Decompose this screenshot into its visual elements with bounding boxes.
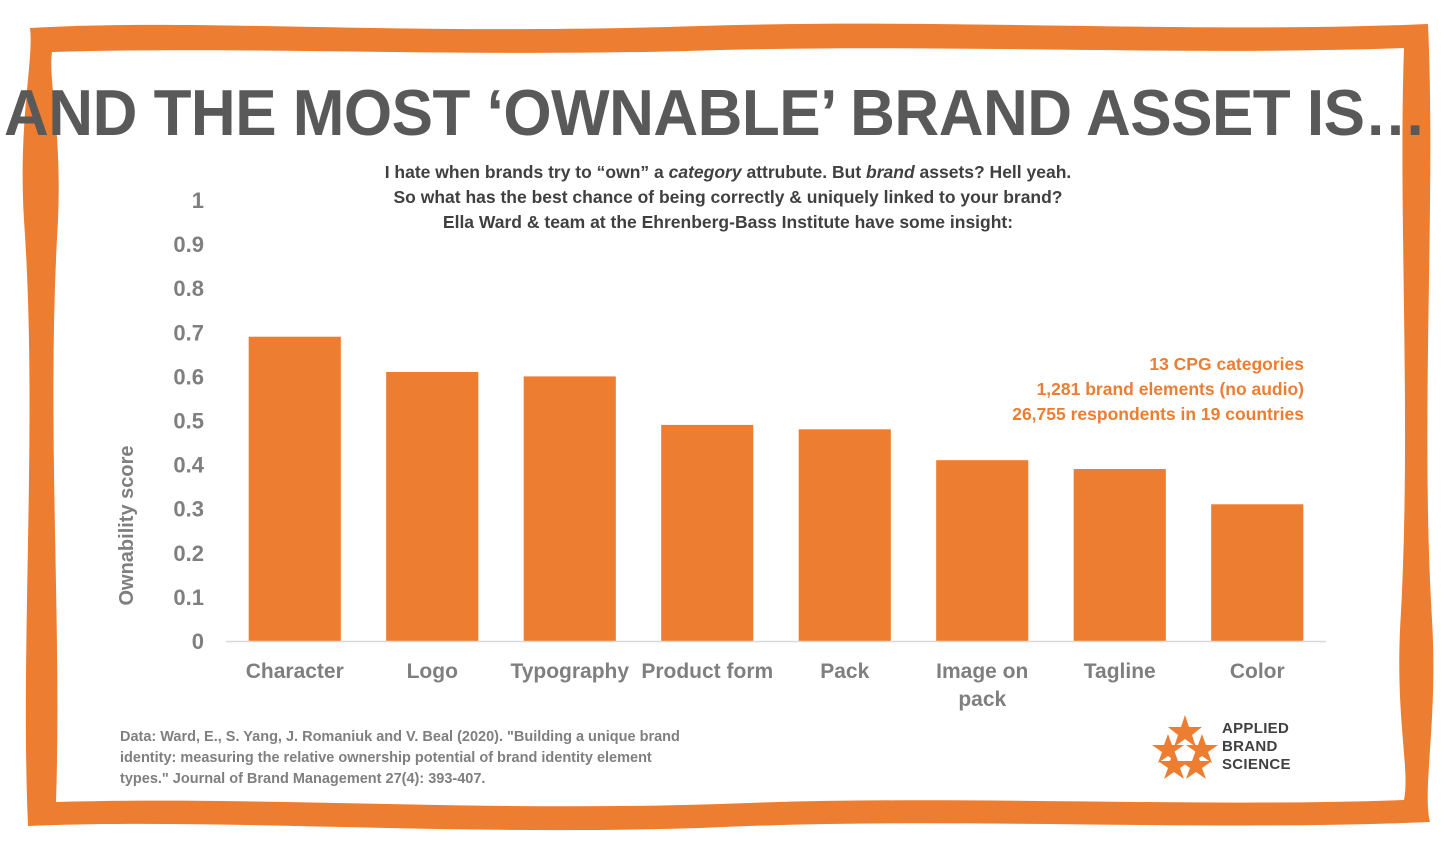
x-tick-label: Typography — [510, 660, 629, 683]
logo-text: APPLIED BRAND SCIENCE — [1222, 720, 1291, 774]
bar — [523, 376, 616, 641]
study-notes: 13 CPG categories 1,281 brand elements (… — [1012, 352, 1304, 427]
y-tick-label: 0.4 — [173, 453, 204, 478]
subtitle-line-3: Ella Ward & team at the Ehrenberg-Bass I… — [442, 212, 1014, 232]
y-tick-label: 0.7 — [173, 320, 204, 345]
stars-icon — [1152, 715, 1218, 779]
note-brand-elements: 1,281 brand elements (no audio) — [1036, 379, 1304, 399]
logo-line-1: APPLIED — [1222, 720, 1290, 737]
bar — [1211, 504, 1304, 641]
bar — [1073, 469, 1166, 641]
y-tick-label: 0.8 — [173, 276, 204, 301]
note-respondents: 26,755 respondents in 19 countries — [1012, 404, 1304, 424]
subtitle-line-1: I hate when brands try to “own” a catego… — [384, 162, 1072, 182]
y-axis-label: Ownability score — [116, 445, 138, 605]
x-tick-label: Logo — [407, 660, 458, 683]
bar — [936, 460, 1029, 641]
bar — [661, 424, 754, 641]
note-categories: 13 CPG categories — [1149, 354, 1304, 374]
applied-brand-science-logo: APPLIED BRAND SCIENCE — [1152, 712, 1312, 782]
x-tick-label: Pack — [820, 660, 869, 683]
x-tick-label: Color — [1230, 660, 1285, 683]
subtitle-line-2: So what has the best chance of being cor… — [393, 187, 1063, 207]
y-tick-label: 1 — [192, 188, 204, 213]
logo-line-2: BRAND — [1222, 738, 1278, 755]
bar — [798, 429, 891, 641]
bar — [386, 371, 479, 641]
y-tick-label: 0.1 — [173, 585, 204, 610]
subtitle: I hate when brands try to “own” a catego… — [0, 160, 1456, 235]
data-citation: Data: Ward, E., S. Yang, J. Romaniuk and… — [120, 729, 680, 787]
bar — [248, 336, 341, 641]
y-tick-label: 0.5 — [173, 409, 204, 434]
x-tick-label: pack — [958, 688, 1006, 711]
page-title: AND THE MOST ‘OWNABLE’ BRAND ASSET IS… — [4, 77, 1426, 150]
x-tick-label: Product form — [641, 660, 773, 683]
x-tick-label: Tagline — [1084, 660, 1156, 683]
x-tick-label: Image on — [936, 660, 1028, 683]
y-tick-label: 0.9 — [173, 232, 204, 257]
y-tick-label: 0.2 — [173, 541, 204, 566]
y-tick-label: 0.6 — [173, 364, 204, 389]
y-tick-label: 0 — [192, 629, 204, 654]
logo-line-3: SCIENCE — [1222, 756, 1291, 773]
x-tick-label: Character — [246, 660, 344, 683]
y-tick-label: 0.3 — [173, 497, 204, 522]
